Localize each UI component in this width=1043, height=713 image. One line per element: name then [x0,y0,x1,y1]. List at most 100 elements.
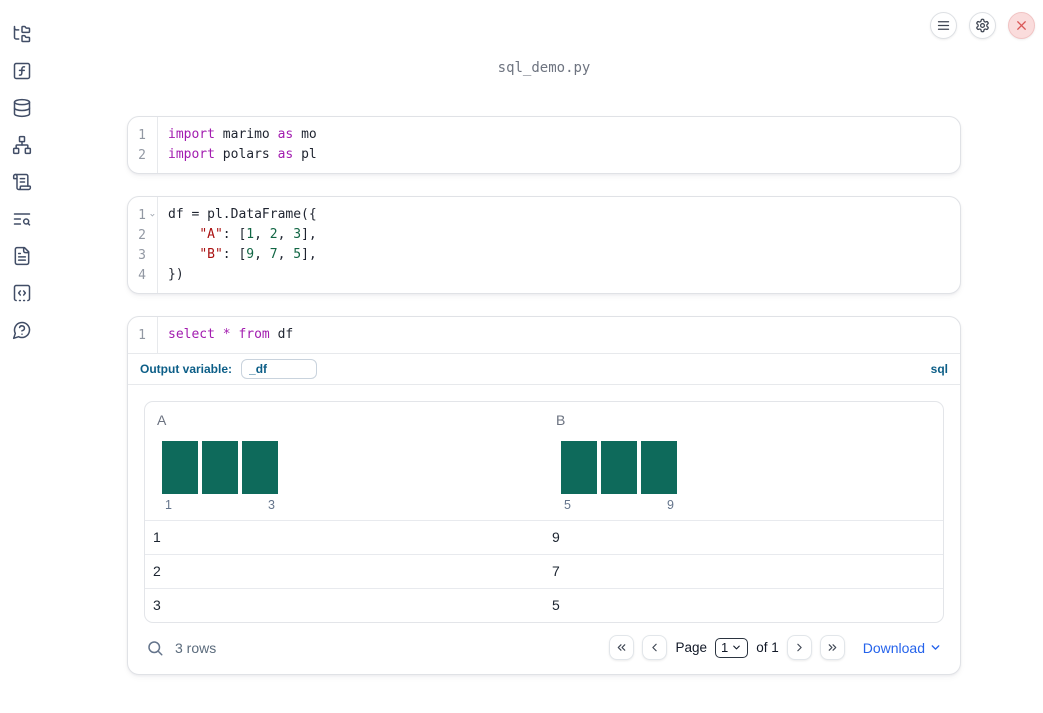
chevrons-left-icon [615,641,628,654]
table-cell: 2 [153,563,161,579]
pagination: Page 1 of 1 Download [609,635,942,660]
code-line[interactable]: import polars as pl [168,147,317,162]
download-button[interactable]: Download [863,640,942,656]
line-number-gutter: 1 › 2 3 4 [128,197,158,293]
topbar-controls [930,12,1035,39]
code-line[interactable]: import marimo as mo [168,127,317,142]
page-label: Page [675,640,707,655]
search-icon[interactable] [146,639,164,657]
histogram-bar[interactable] [162,441,198,494]
chevron-right-icon [793,641,806,654]
column-histogram [561,441,931,494]
chevrons-right-icon [826,641,839,654]
output-variable-label: Output variable: [140,362,233,376]
histogram-bar[interactable] [601,441,637,494]
histogram-bar[interactable] [641,441,677,494]
column-label: B [556,412,566,428]
line-number: 1 › [138,207,158,223]
code-line[interactable]: "A": [1, 2, 3], [199,227,317,242]
table-cell: 1 [153,529,161,545]
code-line[interactable]: select * from df [168,327,294,342]
chevron-down-icon [731,642,742,653]
search-list-icon[interactable] [12,208,33,229]
table-cell: 3 [153,597,161,613]
line-number: 1 [138,127,146,143]
page-select-value: 1 [720,639,729,655]
sidebar [0,0,44,713]
snippets-icon[interactable] [12,282,33,303]
fold-toggle-icon[interactable]: › [146,211,158,219]
page-total-label: of 1 [756,640,779,655]
sql-cell-footer: Output variable: sql [128,353,960,384]
table-cell: 7 [552,563,560,579]
menu-icon [936,18,951,33]
row-count-label: 3 rows [175,639,217,656]
menu-button[interactable] [930,12,957,39]
datasources-icon[interactable] [12,97,33,118]
axis-max-label: 9 [667,498,674,512]
axis-max-label: 3 [268,498,275,512]
sql-language-badge: sql [930,362,948,376]
sql-cell[interactable]: 1 select * from df Output variable: sql … [127,316,961,675]
line-number: 3 [138,247,146,263]
axis-min-label: 1 [165,498,172,512]
column-label: A [157,412,167,428]
code-lines: select * from df [158,317,960,353]
code-lines: import marimo as mo import polars as pl [158,117,960,173]
variables-icon[interactable] [12,60,33,81]
chevron-left-icon [648,641,661,654]
sql-editor: 1 select * from df [128,317,960,353]
output-variable-input[interactable] [241,359,318,379]
line-number: 2 [138,147,146,163]
line-number-gutter: 1 [128,317,158,353]
column-histogram [162,441,532,494]
chevron-down-icon [929,641,942,654]
download-label: Download [862,639,925,656]
next-page-button[interactable] [786,635,812,660]
settings-button[interactable] [969,12,996,39]
code-line[interactable]: df = pl.DataFrame({ [168,207,317,222]
first-page-button[interactable] [609,635,635,660]
page-select[interactable]: 1 [714,637,749,658]
histogram-bar[interactable] [202,441,238,494]
line-number: 2 [138,227,146,243]
histogram-bar[interactable] [242,441,278,494]
help-icon[interactable] [12,319,33,340]
table-cell: 9 [552,529,560,545]
line-number: 4 [138,267,146,283]
scroll-logs-icon[interactable] [12,171,33,192]
code-lines: df = pl.DataFrame({ "A": [1, 2, 3], "B":… [158,197,960,293]
table-footer: 3 rows Page 1 of 1 [144,623,944,662]
code-line[interactable]: "B": [9, 7, 5], [199,247,317,262]
file-tree-icon[interactable] [12,23,33,44]
code-cell-dataframe[interactable]: 1 › 2 3 4 df = pl.DataFrame({ "A": [1, 2, 3]… [127,196,961,294]
code-line[interactable]: }) [168,267,184,282]
axis-min-label: 5 [564,498,571,512]
notebook-filename[interactable]: sql_demo.py [497,60,591,76]
histogram-bar[interactable] [561,441,597,494]
close-button[interactable] [1008,12,1035,39]
dependency-graph-icon[interactable] [12,134,33,155]
gear-icon [975,18,990,33]
documentation-icon[interactable] [12,245,33,266]
close-icon [1014,18,1029,33]
line-number: 1 [138,327,146,343]
code-editor: 1 › 2 3 4 df = pl.DataFrame({ "A": [1, 2, 3]… [128,197,960,293]
last-page-button[interactable] [819,635,845,660]
previous-page-button[interactable] [642,635,668,660]
